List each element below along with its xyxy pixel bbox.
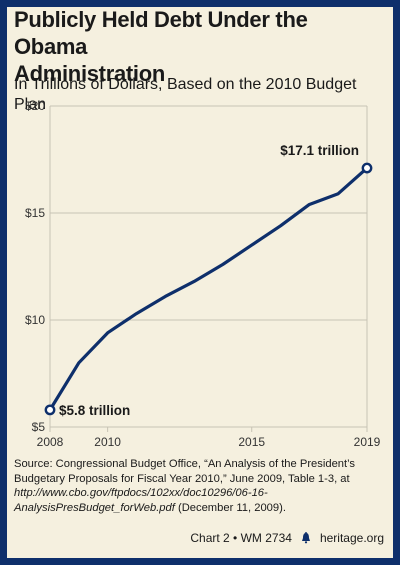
- chart-id: Chart 2 • WM 2734: [190, 531, 292, 545]
- chart-title: Publicly Held Debt Under the Obama Admin…: [14, 6, 386, 87]
- endpoint-marker: [44, 404, 56, 416]
- chart-subtitle: In Trillions of Dollars, Based on the 20…: [14, 76, 357, 113]
- debt-series-line: [48, 166, 369, 412]
- source-note: Source: Congressional Budget Office, “An…: [14, 457, 386, 515]
- x-tick-label: 2015: [238, 435, 265, 449]
- y-tick-label: $10: [25, 313, 45, 327]
- data-label: $5.8 trillion: [59, 403, 130, 418]
- x-tick-label: 2019: [354, 435, 381, 449]
- x-tick-label: 2008: [37, 435, 64, 449]
- y-tick-label: $20: [25, 99, 45, 113]
- chart-title-line-1: Publicly Held Debt Under the Obama: [14, 7, 308, 59]
- footer: Chart 2 • WM 2734 heritage.org: [190, 530, 384, 546]
- liberty-bell-icon: [301, 532, 310, 544]
- source-label: Source:: [14, 458, 53, 470]
- source-date: (December 11, 2009).: [174, 501, 286, 514]
- endpoint-marker: [361, 162, 373, 174]
- x-tick-label: 2010: [94, 435, 121, 449]
- y-tick-label: $15: [25, 206, 45, 220]
- site-link[interactable]: heritage.org: [319, 531, 384, 545]
- source-url[interactable]: http://www.cbo.gov/ftpdocs/102xx/doc1029…: [14, 487, 268, 514]
- y-tick-label: $5: [32, 420, 46, 434]
- chart-title-line-2: Administration: [14, 61, 166, 86]
- line-chart: $5 $10 $15 $20 2008 2010 2015 2019 $5.8 trillion…: [25, 99, 381, 449]
- source-text: Congressional Budget Office, “An Analysi…: [14, 458, 356, 485]
- data-label: $17.1 trillion: [280, 143, 359, 158]
